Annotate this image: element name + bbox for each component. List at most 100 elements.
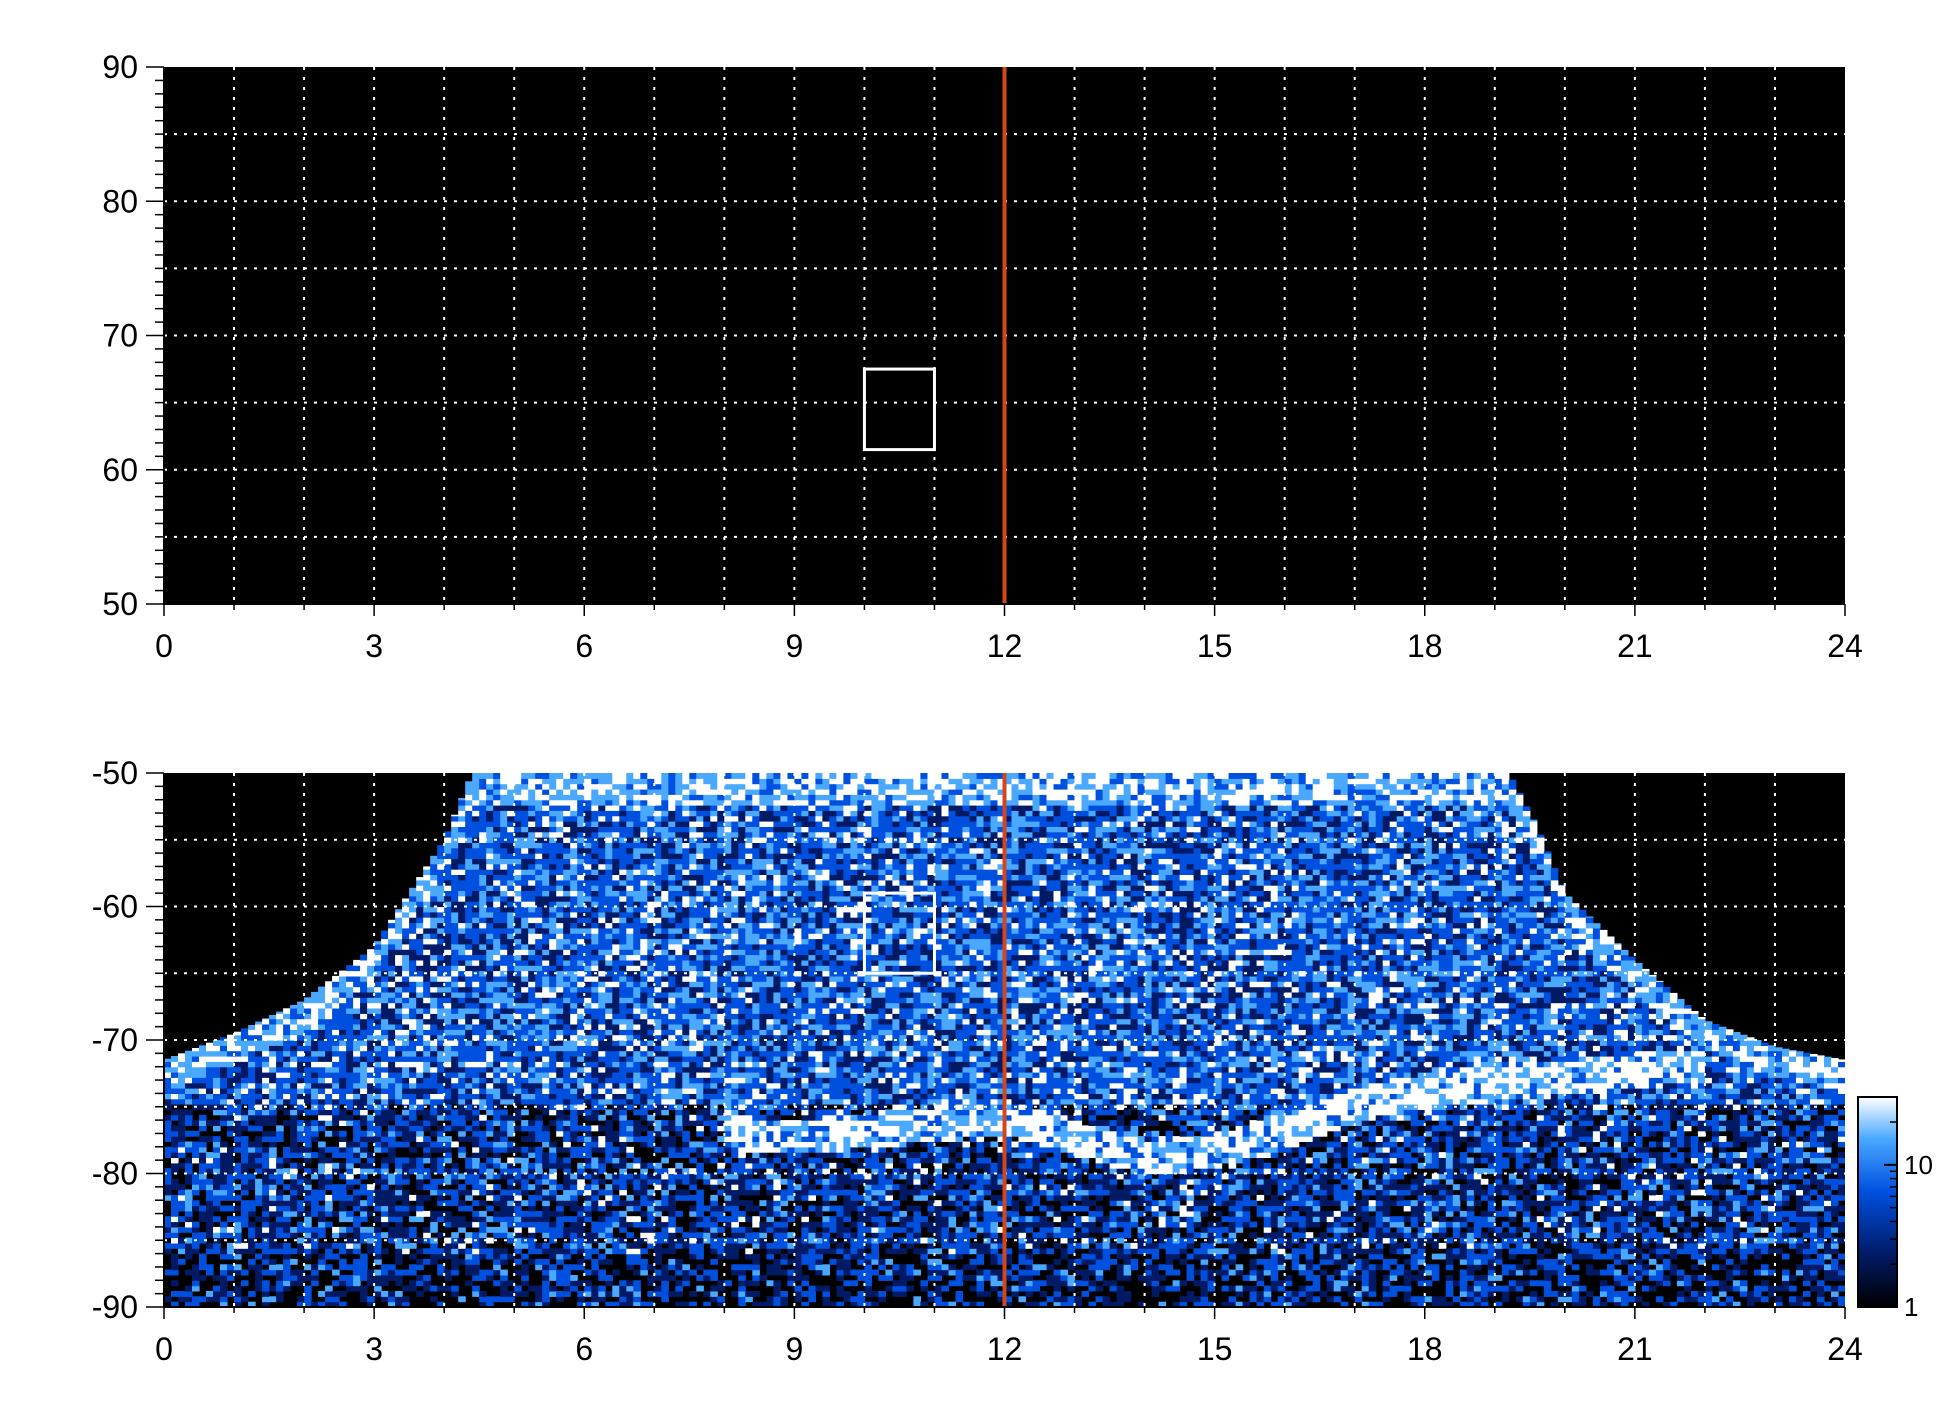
emission-cell	[598, 1019, 606, 1025]
emission-cell	[276, 1179, 284, 1185]
emission-cell	[528, 955, 536, 961]
emission-cell	[283, 1045, 291, 1051]
emission-cell	[598, 1206, 606, 1212]
emission-cell	[213, 1061, 221, 1067]
emission-cell	[584, 955, 592, 961]
emission-cell	[661, 1051, 669, 1057]
emission-cell	[549, 1120, 557, 1126]
emission-cell	[640, 1093, 648, 1099]
emission-cell	[290, 1259, 298, 1265]
emission-cell	[437, 976, 445, 982]
emission-cell	[556, 1045, 564, 1051]
emission-cell	[591, 896, 599, 902]
emission-cell	[423, 960, 431, 966]
emission-cell	[605, 821, 613, 827]
emission-cell	[360, 992, 368, 998]
emission-cell	[514, 810, 522, 816]
emission-cell	[332, 1109, 340, 1115]
emission-cell	[661, 1179, 669, 1185]
emission-cell	[507, 848, 515, 854]
emission-cell	[360, 1296, 368, 1302]
emission-cell	[605, 933, 613, 939]
emission-cell	[619, 1163, 627, 1169]
emission-cell	[514, 917, 522, 923]
emission-cell	[388, 981, 396, 987]
emission-cell	[528, 1088, 536, 1094]
emission-cell	[514, 842, 522, 848]
emission-cell	[535, 1286, 543, 1292]
emission-cell	[542, 1296, 550, 1302]
emission-cell	[283, 1286, 291, 1292]
emission-cell	[451, 1264, 459, 1270]
emission-cell	[332, 976, 340, 982]
emission-cell	[598, 976, 606, 982]
emission-cell	[409, 939, 417, 945]
emission-cell	[542, 869, 550, 875]
emission-cell	[360, 1232, 368, 1238]
emission-cell	[577, 997, 585, 1003]
emission-cell	[479, 1120, 487, 1126]
emission-cell	[556, 1093, 564, 1099]
emission-cell	[500, 1211, 508, 1217]
emission-cell	[556, 933, 564, 939]
emission-cell	[654, 928, 662, 934]
emission-cell	[493, 1024, 501, 1030]
emission-cell	[283, 1056, 291, 1062]
emission-cell	[248, 1061, 256, 1067]
emission-cell	[458, 810, 466, 816]
emission-cell	[661, 896, 669, 902]
emission-cell	[430, 1248, 438, 1254]
emission-cell	[633, 1013, 641, 1019]
emission-cell	[164, 1270, 172, 1276]
emission-cell	[444, 1093, 452, 1099]
emission-cell	[241, 1147, 249, 1153]
emission-cell	[416, 1195, 424, 1201]
emission-cell	[353, 1222, 361, 1228]
emission-cell	[416, 960, 424, 966]
emission-cell	[304, 1184, 312, 1190]
emission-cell	[423, 1248, 431, 1254]
emission-cell	[353, 1152, 361, 1158]
emission-cell	[283, 1259, 291, 1265]
emission-cell	[213, 1243, 221, 1249]
emission-cell	[479, 1216, 487, 1222]
emission-cell	[311, 1243, 319, 1249]
emission-cell	[430, 1056, 438, 1062]
emission-cell	[290, 1232, 298, 1238]
emission-cell	[542, 1131, 550, 1137]
emission-cell	[374, 1206, 382, 1212]
emission-cell	[234, 1077, 242, 1083]
emission-cell	[479, 1045, 487, 1051]
emission-cell	[353, 1024, 361, 1030]
emission-cell	[318, 1163, 326, 1169]
emission-cell	[416, 1280, 424, 1286]
emission-cell	[444, 981, 452, 987]
emission-cell	[563, 1280, 571, 1286]
emission-cell	[178, 1056, 186, 1062]
emission-cell	[661, 810, 669, 816]
emission-cell	[535, 1045, 543, 1051]
emission-cell	[563, 784, 571, 790]
emission-cell	[612, 1222, 620, 1228]
emission-cell	[542, 1013, 550, 1019]
emission-cell	[612, 992, 620, 998]
emission-cell	[395, 933, 403, 939]
emission-cell	[654, 1147, 662, 1153]
emission-cell	[626, 1008, 634, 1014]
emission-cell	[661, 928, 669, 934]
emission-cell	[479, 858, 487, 864]
emission-cell	[178, 1259, 186, 1265]
emission-cell	[304, 1088, 312, 1094]
emission-cell	[353, 1200, 361, 1206]
emission-cell	[192, 1099, 200, 1105]
emission-cell	[220, 1190, 228, 1196]
emission-cell	[549, 1008, 557, 1014]
emission-cell	[556, 1035, 564, 1041]
emission-cell	[584, 1206, 592, 1212]
emission-cell	[521, 1200, 529, 1206]
emission-cell	[619, 1125, 627, 1131]
emission-cell	[444, 896, 452, 902]
emission-cell	[612, 773, 620, 779]
emission-cell	[528, 923, 536, 929]
emission-cell	[598, 858, 606, 864]
